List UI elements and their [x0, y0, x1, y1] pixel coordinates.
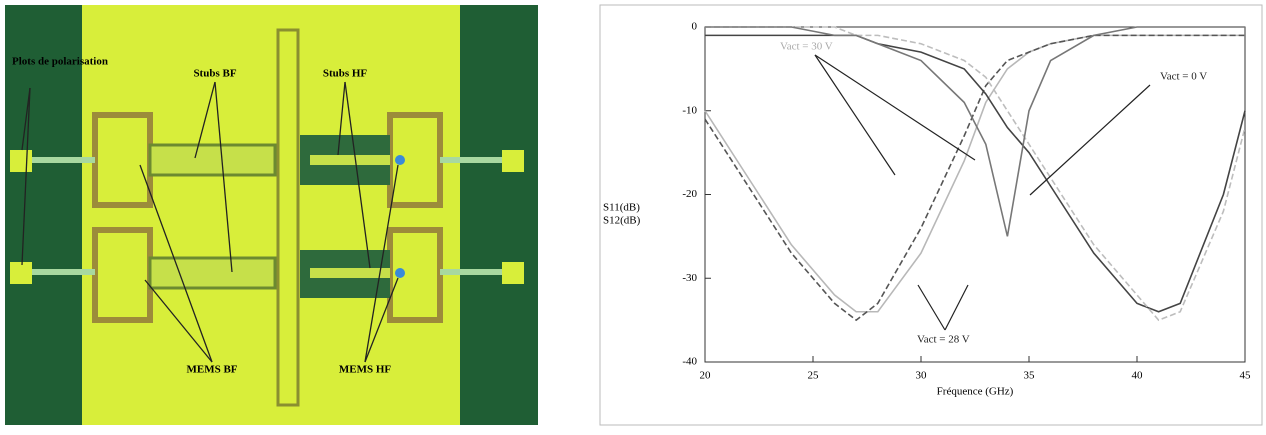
y-tick-label: -40 [682, 356, 697, 368]
annotation: Vact = 28 V [917, 334, 970, 346]
arrow [815, 55, 975, 160]
y-axis-label: S12(dB) [603, 215, 641, 227]
x-tick-label: 40 [1132, 370, 1144, 382]
arrow [945, 285, 968, 330]
photo-label: Plots de polarisation [12, 56, 108, 68]
micrograph [5, 5, 538, 425]
figure: Plots de polarisation Stubs BF Stubs HF MEM… [0, 0, 1266, 430]
x-axis-label: Fréquence (GHz) [937, 386, 1014, 398]
y-axis-label: S11(dB) [603, 202, 640, 214]
page: Plots de polarisation Stubs BF Stubs HF MEM… [0, 0, 1266, 430]
annotation: Vact = 30 V [780, 41, 833, 53]
photo-label: Stubs HF [323, 68, 368, 80]
y-tick-label: 0 [692, 21, 698, 33]
x-tick-label: 25 [808, 370, 820, 382]
photo-label: MEMS BF [186, 364, 237, 376]
x-tick-label: 20 [700, 370, 712, 382]
arrow [815, 55, 895, 175]
photo-label: MEMS HF [339, 364, 392, 376]
y-tick-label: -30 [682, 272, 697, 284]
arrow [918, 285, 945, 330]
x-tick-label: 35 [1024, 370, 1036, 382]
photo-label: Stubs BF [193, 68, 236, 80]
y-tick-label: -20 [682, 188, 697, 200]
annotation: Vact = 0 V [1160, 71, 1207, 83]
x-tick-label: 30 [916, 370, 928, 382]
x-tick-label: 45 [1240, 370, 1252, 382]
arrow [1030, 85, 1150, 195]
y-tick-label: -10 [682, 104, 697, 116]
